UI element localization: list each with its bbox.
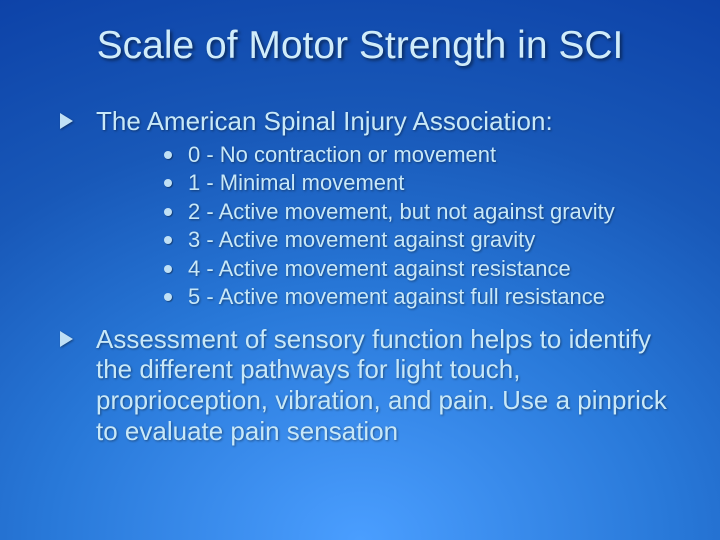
arrow-bullet-icon xyxy=(60,331,73,347)
sublist-item: 1 - Minimal movement xyxy=(164,169,690,197)
arrow-bullet-icon xyxy=(60,113,73,129)
slide: Scale of Motor Strength in SCI The Ameri… xyxy=(0,0,720,540)
slide-title: Scale of Motor Strength in SCI xyxy=(0,0,720,78)
dot-bullet-icon xyxy=(164,265,172,273)
sublist-item-text: 0 - No contraction or movement xyxy=(188,142,496,167)
sublist-item-text: 1 - Minimal movement xyxy=(188,170,404,195)
dot-bullet-icon xyxy=(164,208,172,216)
sublist-item-text: 5 - Active movement against full resista… xyxy=(188,284,605,309)
list-item: Assessment of sensory function helps to … xyxy=(60,324,690,447)
sublist-item: 2 - Active movement, but not against gra… xyxy=(164,198,690,226)
sublist-item: 5 - Active movement against full resista… xyxy=(164,283,690,311)
dot-bullet-icon xyxy=(164,236,172,244)
level2-list: 0 - No contraction or movement 1 - Minim… xyxy=(96,137,690,322)
sublist-item: 4 - Active movement against resistance xyxy=(164,255,690,283)
list-item-text: Assessment of sensory function helps to … xyxy=(96,324,667,446)
level1-list: The American Spinal Injury Association: … xyxy=(60,106,690,446)
dot-bullet-icon xyxy=(164,179,172,187)
sublist-item: 3 - Active movement against gravity xyxy=(164,226,690,254)
sublist-item-text: 3 - Active movement against gravity xyxy=(188,227,535,252)
dot-bullet-icon xyxy=(164,293,172,301)
list-item-text: The American Spinal Injury Association: xyxy=(96,106,553,136)
dot-bullet-icon xyxy=(164,151,172,159)
sublist-item-text: 2 - Active movement, but not against gra… xyxy=(188,199,615,224)
slide-content: The American Spinal Injury Association: … xyxy=(0,78,720,446)
list-item: The American Spinal Injury Association: … xyxy=(60,106,690,322)
sublist-item-text: 4 - Active movement against resistance xyxy=(188,256,571,281)
sublist-item: 0 - No contraction or movement xyxy=(164,141,690,169)
